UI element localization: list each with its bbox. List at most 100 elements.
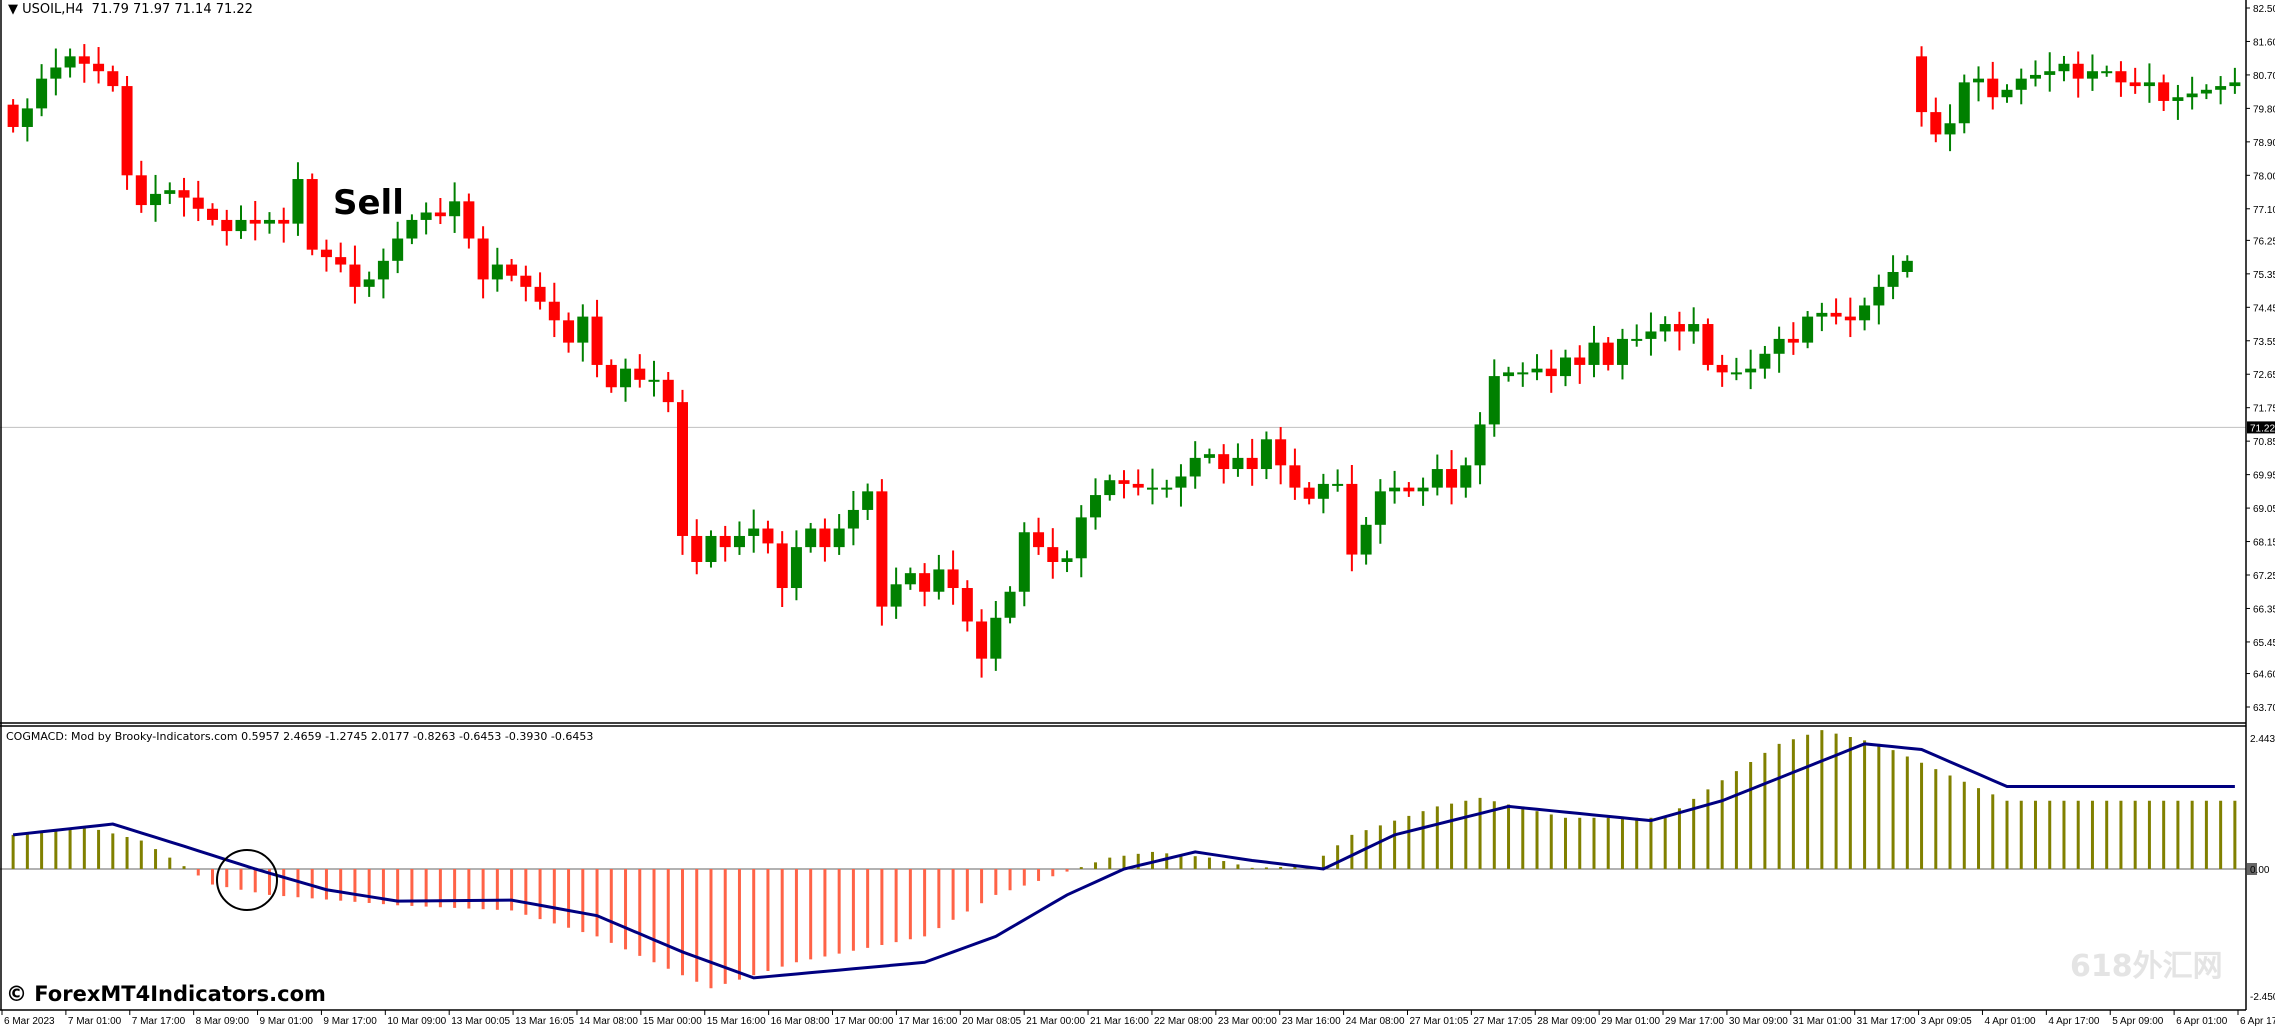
candle: [1246, 438, 1258, 486]
price-label: 80.70: [2253, 71, 2275, 82]
candle-body: [748, 528, 760, 536]
candle-body: [7, 104, 19, 127]
time-label: 17 Mar 00:00: [835, 1016, 894, 1027]
candle: [1175, 464, 1187, 507]
candle: [406, 214, 418, 245]
candle: [1688, 307, 1700, 344]
candle-body: [1645, 331, 1657, 339]
time-label: 6 Apr 01:00: [2176, 1016, 2228, 1027]
time-label: 9 Mar 17:00: [323, 1016, 377, 1027]
candle-body: [2044, 71, 2056, 75]
candle-body: [278, 219, 290, 224]
candle: [235, 205, 247, 239]
candle-body: [1944, 123, 1956, 135]
candle-body: [1474, 424, 1486, 466]
candle-body: [1346, 483, 1358, 555]
candle: [1545, 349, 1557, 393]
candle-body: [1730, 372, 1742, 375]
candle-body: [1887, 271, 1899, 287]
candle: [733, 521, 745, 555]
time-label: 8 Mar 09:00: [196, 1016, 250, 1027]
candle-body: [178, 190, 190, 198]
candle-body: [1175, 476, 1187, 488]
candle-body: [377, 260, 389, 280]
candle-body: [135, 175, 147, 206]
candle: [1844, 297, 1856, 338]
candle: [605, 359, 617, 393]
candle: [833, 514, 845, 555]
candle-body: [620, 368, 632, 388]
price-label: 64.60: [2253, 670, 2275, 681]
candle: [1930, 97, 1942, 143]
candle-body: [1531, 368, 1543, 373]
candle-body: [605, 364, 617, 388]
candle-body: [990, 617, 1002, 659]
candle: [919, 563, 931, 607]
candle-body: [1004, 591, 1016, 618]
candle: [1616, 328, 1628, 380]
candle: [805, 522, 817, 553]
candle-body: [1574, 357, 1586, 365]
candle-body: [121, 86, 133, 176]
candle: [491, 247, 503, 292]
candle: [1773, 326, 1785, 373]
price-label: 72.65: [2253, 370, 2275, 381]
collapse-triangle-icon[interactable]: ▼: [8, 2, 18, 17]
candle: [1346, 464, 1358, 572]
candle-body: [207, 208, 219, 220]
candle: [776, 531, 788, 607]
candle: [2115, 61, 2127, 97]
candle: [1730, 357, 1742, 381]
candle: [306, 173, 318, 256]
candle: [477, 226, 489, 299]
candle-body: [2072, 63, 2084, 79]
candle: [249, 200, 261, 241]
candle-body: [1275, 439, 1287, 466]
candle-body: [1503, 372, 1515, 377]
candle-body: [1289, 465, 1301, 488]
time-label: 15 Mar 00:00: [643, 1016, 702, 1027]
candle-body: [306, 179, 318, 250]
candle: [36, 64, 48, 117]
time-label: 9 Mar 01:00: [260, 1016, 314, 1027]
time-label: 30 Mar 09:00: [1729, 1016, 1788, 1027]
candle-body: [1018, 532, 1030, 592]
candle: [434, 197, 446, 225]
candle-body: [961, 588, 973, 622]
candle-body: [1303, 487, 1315, 499]
candle: [178, 177, 190, 217]
candle: [221, 209, 233, 246]
candle: [1446, 450, 1458, 505]
candle: [377, 248, 389, 299]
price-label: 79.80: [2253, 104, 2275, 115]
candle: [1460, 457, 1472, 498]
crossover-circle: [216, 849, 278, 911]
candle-body: [805, 528, 817, 548]
candle: [662, 372, 674, 413]
candle: [1118, 470, 1130, 499]
candle-body: [1374, 491, 1386, 525]
watermark-cn: 618外汇网: [2070, 949, 2223, 984]
time-label: 31 Mar 01:00: [1793, 1016, 1852, 1027]
time-label: 23 Mar 00:00: [1218, 1016, 1277, 1027]
candle: [947, 550, 959, 605]
price-label: 68.15: [2253, 538, 2275, 549]
candle-body: [93, 63, 105, 72]
candle: [1132, 469, 1144, 496]
time-label: 21 Mar 16:00: [1090, 1016, 1149, 1027]
candle: [1787, 322, 1799, 355]
candle: [2186, 76, 2198, 110]
candle: [93, 47, 105, 84]
candle-body: [1218, 454, 1230, 470]
candle-body: [1973, 78, 1985, 83]
candle-body: [1488, 376, 1500, 425]
candle: [1887, 255, 1899, 300]
candle-body: [477, 238, 489, 280]
price-label: 76.25: [2253, 236, 2275, 247]
candle: [1303, 482, 1315, 505]
candle: [78, 44, 90, 83]
price-label: 69.05: [2253, 504, 2275, 515]
candle: [1873, 274, 1885, 325]
candle-body: [1033, 532, 1045, 548]
